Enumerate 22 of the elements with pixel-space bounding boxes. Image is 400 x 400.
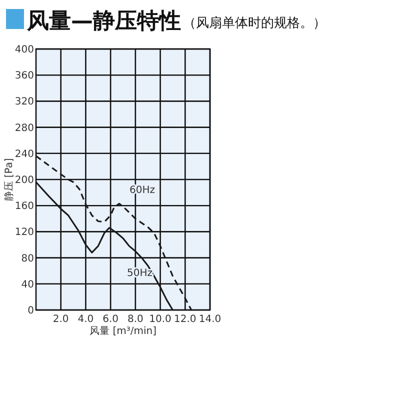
x-tick-label: 8.0	[127, 314, 144, 325]
y-tick-label: 40	[21, 279, 34, 290]
x-axis-title: 风量 [m³/min]	[90, 326, 157, 337]
x-tick-label: 2.0	[52, 314, 69, 325]
text: （风扇单体时的规格。）	[183, 15, 326, 31]
x-tick-label: 12.0	[174, 314, 196, 325]
x-tick-label: 4.0	[78, 314, 94, 325]
x-tick-label: 10.0	[149, 314, 172, 325]
y-tick-label: 280	[14, 122, 34, 134]
y-tick-label: 400	[14, 44, 34, 56]
y-tick-label: 240	[14, 148, 34, 160]
y-axis-title: 静压 [Pa]	[3, 158, 15, 201]
title: 风量—静压特性	[27, 9, 181, 34]
y-tick-label: 0	[28, 306, 34, 316]
y-tick-label: 120	[14, 227, 34, 238]
y-tick-label: 80	[21, 253, 34, 264]
x-tick-label: 6.0	[102, 314, 119, 325]
y-tick-label: 200	[14, 175, 34, 186]
y-tick-label: 320	[14, 96, 34, 108]
x-tick-label: 14.0	[198, 314, 222, 325]
y-tick-label: 160	[14, 201, 34, 212]
y-tick-label: 360	[14, 70, 34, 82]
